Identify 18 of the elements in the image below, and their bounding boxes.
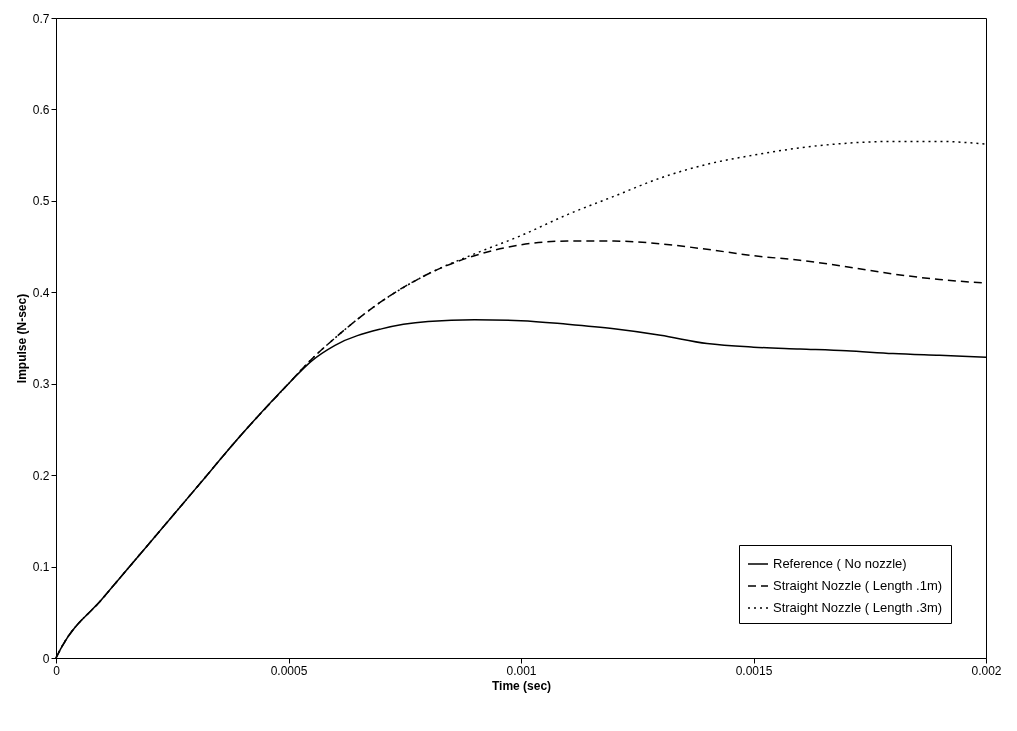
y-tick-label: 0.5 bbox=[32, 194, 50, 209]
y-axis-title: Impulse (N-sec) bbox=[14, 293, 29, 384]
y-tick-label: 0.6 bbox=[32, 102, 50, 117]
y-tick-label: 0.3 bbox=[32, 377, 50, 392]
x-tick-label: 0.0015 bbox=[735, 663, 773, 678]
y-tick-label: 0.7 bbox=[32, 11, 50, 26]
x-tick-label: 0.001 bbox=[506, 663, 537, 678]
x-tick-label: 0 bbox=[53, 663, 61, 678]
x-tick-label: 0.002 bbox=[971, 663, 1002, 678]
x-axis-title: Time (sec) bbox=[491, 678, 552, 693]
y-tick-label: 0.2 bbox=[32, 468, 50, 483]
x-tick-label: 0.0005 bbox=[270, 663, 308, 678]
legend-label: Straight Nozzle ( Length .1m) bbox=[773, 578, 943, 593]
y-tick-label: 0.4 bbox=[32, 285, 50, 300]
legend-label: Reference ( No nozzle) bbox=[773, 556, 907, 571]
legend-label: Straight Nozzle ( Length .3m) bbox=[773, 600, 943, 615]
y-tick-label: 0.1 bbox=[32, 560, 50, 575]
y-tick-label: 0 bbox=[42, 651, 50, 666]
